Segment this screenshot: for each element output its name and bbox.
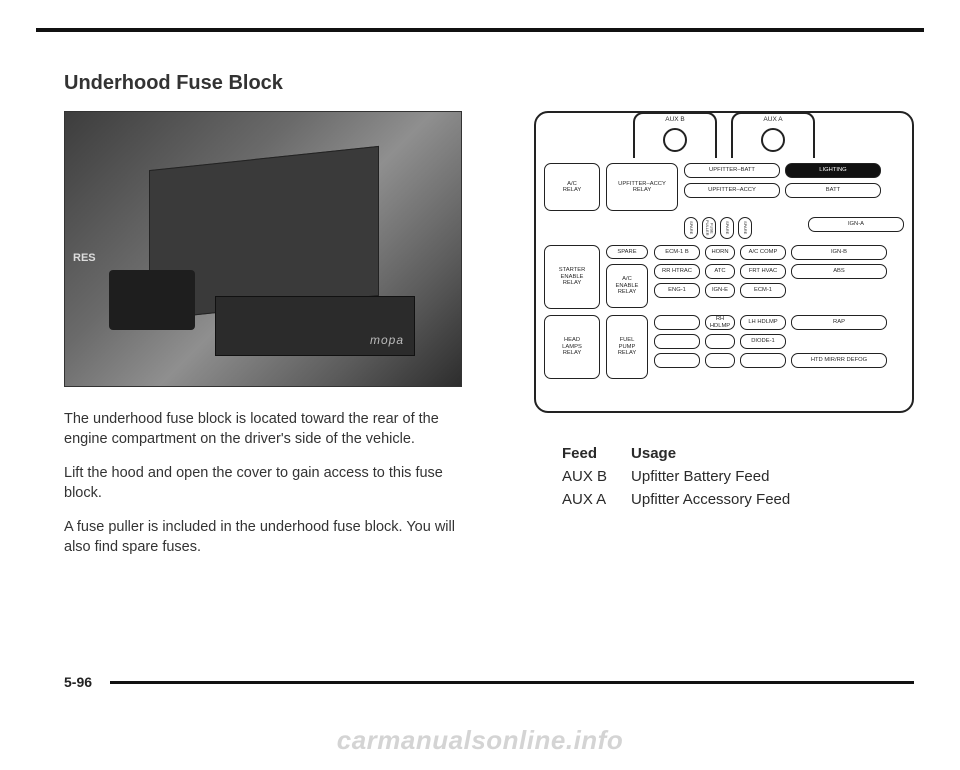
aux-b-circle-icon bbox=[663, 128, 687, 152]
table-row: AUX B Upfitter Battery Feed bbox=[562, 466, 812, 487]
col-bot-right: RH HDLMP LH HDLMP RAP DIODE-1 bbox=[654, 315, 904, 379]
ign-e: IGN-E bbox=[705, 283, 735, 298]
col-top-right: UPFITTER–BATT LIGHTING UPFITTER–ACCY BAT… bbox=[684, 163, 904, 211]
rhhdmp: RH HDLMP bbox=[705, 315, 735, 330]
starter-relay: STARTERENABLERELAY bbox=[544, 245, 600, 309]
footer-rule bbox=[110, 681, 914, 684]
horn: HORN bbox=[705, 245, 735, 260]
abs: ABS bbox=[791, 264, 887, 279]
spare-1: SPARE bbox=[684, 217, 698, 239]
batt-fuse: BATT bbox=[785, 183, 881, 198]
accomp: A/C COMP bbox=[740, 245, 786, 260]
rrhtrac: RR HTRAC bbox=[654, 264, 700, 279]
page-number: 5-96 bbox=[64, 674, 92, 690]
spare-group: SPARE FUSE PULLER SPARE SPARE IGN-A bbox=[684, 217, 904, 239]
upfitter-batt-fuse: UPFITTER–BATT bbox=[684, 163, 780, 178]
photo-battery-text: mopa bbox=[370, 333, 404, 347]
diagram-row-3: HEADLAMPSRELAY FUELPUMPRELAY RH HDLMP LH… bbox=[544, 315, 904, 379]
row-m3: ENG-1 IGN-E ECM-1 bbox=[654, 283, 904, 298]
row-m2: RR HTRAC ATC FRT HVAC ABS bbox=[654, 264, 904, 279]
blank6 bbox=[740, 353, 786, 368]
aux-a-circle-icon bbox=[761, 128, 785, 152]
spare-3: SPARE bbox=[720, 217, 734, 239]
left-column: mopa RES The underhood fuse block is loc… bbox=[64, 111, 484, 571]
blank5 bbox=[705, 353, 735, 368]
ign-a-fuse: IGN-A bbox=[808, 217, 904, 232]
diagram-inner: A/CRELAY UPFITTER–ACCYRELAY UPFITTER–BAT… bbox=[544, 163, 904, 403]
col-upfitter-relay: UPFITTER–ACCYRELAY bbox=[606, 163, 678, 211]
ecm1b: ECM-1 B bbox=[654, 245, 700, 260]
eng1: ENG-1 bbox=[654, 283, 700, 298]
ecm1: ECM-1 bbox=[740, 283, 786, 298]
row-top-b: UPFITTER–ACCY BATT bbox=[684, 183, 904, 198]
htd-mir: HTD MIR/RR DEFOG bbox=[791, 353, 887, 368]
atc: ATC bbox=[705, 264, 735, 279]
underhood-photo: mopa RES bbox=[64, 111, 462, 387]
usage-auxb: Upfitter Battery Feed bbox=[631, 466, 812, 487]
blank1 bbox=[654, 315, 700, 330]
table-header-row: Feed Usage bbox=[562, 443, 812, 464]
aux-caps: AUX B AUX A bbox=[633, 112, 815, 158]
ac-relay: A/CRELAY bbox=[544, 163, 600, 211]
col-ac-enable: SPARE A/CENABLERELAY bbox=[606, 245, 648, 309]
top-rule bbox=[36, 28, 924, 32]
upfitter-accy-fuse: UPFITTER–ACCY bbox=[684, 183, 780, 198]
diode: DIODE-1 bbox=[740, 334, 786, 349]
photo-battery: mopa bbox=[215, 296, 415, 356]
head-lamps-relay: HEADLAMPSRELAY bbox=[544, 315, 600, 379]
row-m1: ECM-1 B HORN A/C COMP IGN-B bbox=[654, 245, 904, 260]
row-b3: HTD MIR/RR DEFOG bbox=[654, 353, 904, 368]
page-footer: 5-96 bbox=[64, 674, 914, 690]
diagram-row-spare: SPARE FUSE PULLER SPARE SPARE IGN-A bbox=[544, 217, 904, 239]
page-title: Underhood Fuse Block bbox=[64, 72, 914, 95]
row-b2: DIODE-1 bbox=[654, 334, 904, 349]
feed-usage-table: Feed Usage AUX B Upfitter Battery Feed A… bbox=[560, 441, 814, 512]
row-top-a: UPFITTER–BATT LIGHTING bbox=[684, 163, 904, 178]
rap: RAP bbox=[791, 315, 887, 330]
photo-component bbox=[109, 270, 195, 330]
table-row: AUX A Upfitter Accessory Feed bbox=[562, 489, 812, 510]
paragraph-3: A fuse puller is included in the underho… bbox=[64, 517, 484, 557]
diagram-row-1: A/CRELAY UPFITTER–ACCYRELAY UPFITTER–BAT… bbox=[544, 163, 904, 211]
manual-page: Underhood Fuse Block mopa RES The underh… bbox=[0, 0, 960, 770]
frthvac: FRT HVAC bbox=[740, 264, 786, 279]
two-column-layout: mopa RES The underhood fuse block is loc… bbox=[64, 111, 914, 571]
fuse-diagram: AUX B AUX A A/CRELAY U bbox=[534, 111, 914, 413]
feed-auxa: AUX A bbox=[562, 489, 629, 510]
aux-b-label: AUX B bbox=[635, 116, 715, 123]
spare-label: SPARE bbox=[606, 245, 648, 259]
diagram-row-2: STARTERENABLERELAY SPARE A/CENABLERELAY … bbox=[544, 245, 904, 309]
aux-a-label: AUX A bbox=[733, 116, 813, 123]
lhhdmp: LH HDLMP bbox=[740, 315, 786, 330]
body-text: The underhood fuse block is located towa… bbox=[64, 409, 484, 557]
fuse-puller: FUSE PULLER bbox=[702, 217, 716, 239]
watermark-text: carmanualsonline.info bbox=[0, 725, 960, 756]
blank4 bbox=[654, 353, 700, 368]
aux-b-cap: AUX B bbox=[633, 112, 717, 158]
spare-4: SPARE bbox=[738, 217, 752, 239]
blank2 bbox=[654, 334, 700, 349]
blank3 bbox=[705, 334, 735, 349]
usage-header: Usage bbox=[631, 443, 812, 464]
ac-enable-relay: A/CENABLERELAY bbox=[606, 264, 648, 308]
photo-side-label: RES bbox=[73, 252, 96, 264]
row-b1: RH HDLMP LH HDLMP RAP bbox=[654, 315, 904, 330]
col-mid-right: ECM-1 B HORN A/C COMP IGN-B RR HTRAC ATC… bbox=[654, 245, 904, 309]
right-column: AUX B AUX A A/CRELAY U bbox=[520, 111, 914, 571]
usage-auxa: Upfitter Accessory Feed bbox=[631, 489, 812, 510]
feed-header: Feed bbox=[562, 443, 629, 464]
feed-auxb: AUX B bbox=[562, 466, 629, 487]
content-area: Underhood Fuse Block mopa RES The underh… bbox=[64, 72, 914, 571]
paragraph-2: Lift the hood and open the cover to gain… bbox=[64, 463, 484, 503]
lighting-fuse: LIGHTING bbox=[785, 163, 881, 178]
fuel-pump-relay: FUELPUMPRELAY bbox=[606, 315, 648, 379]
aux-a-cap: AUX A bbox=[731, 112, 815, 158]
upfitter-relay: UPFITTER–ACCYRELAY bbox=[606, 163, 678, 211]
paragraph-1: The underhood fuse block is located towa… bbox=[64, 409, 484, 449]
ign-b: IGN-B bbox=[791, 245, 887, 260]
